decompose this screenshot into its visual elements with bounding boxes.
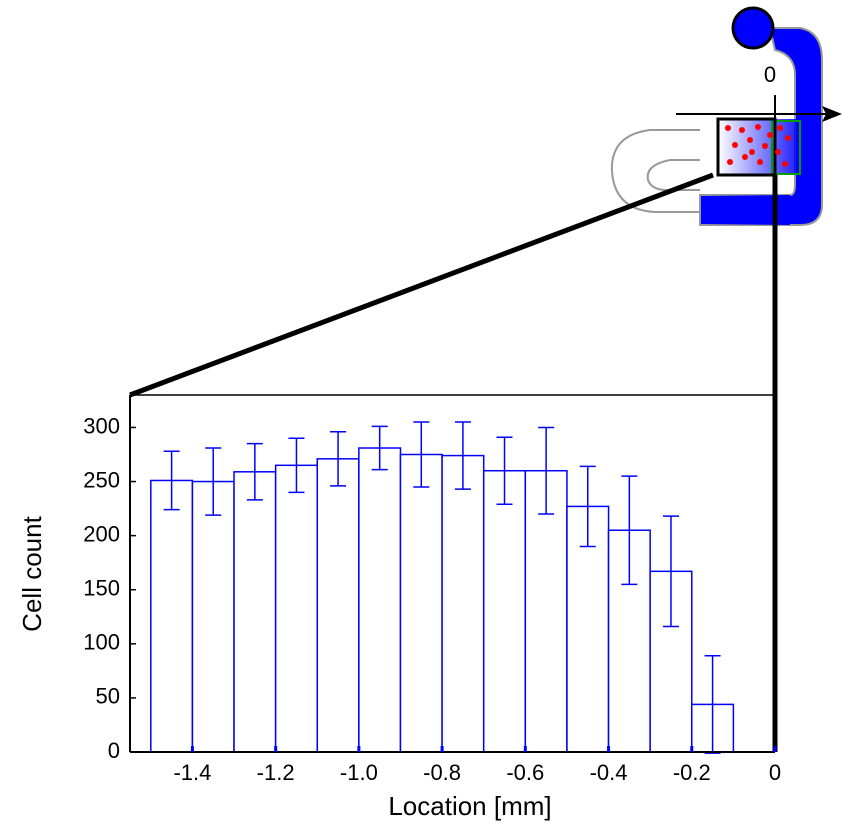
y-tick-label: 100 (83, 630, 120, 655)
y-tick-label: 200 (83, 521, 120, 546)
chamber (716, 117, 777, 177)
y-tick-label: 0 (108, 738, 120, 763)
x-axis-title: Location [mm] (388, 791, 551, 821)
error-bar (413, 421, 430, 488)
plot: 0 50 100 150 200 250 300 -1.4 -1.2 -1.0 -0.8 -0.6 -0… (83, 394, 781, 785)
y-tick-label: 300 (83, 413, 120, 438)
error-bar (704, 654, 721, 754)
bar (191, 480, 235, 753)
bar (316, 458, 360, 753)
error-bar (621, 475, 638, 586)
green-region (771, 120, 801, 175)
error-bar (371, 425, 388, 471)
arrow-head (822, 106, 842, 122)
error-bar (579, 465, 596, 548)
error-bar (538, 426, 555, 515)
x-tick-label: -0.8 (423, 760, 461, 785)
error-bar (288, 437, 305, 494)
x-tick-label: -0.2 (673, 760, 711, 785)
cells (725, 124, 791, 167)
error-bar (205, 447, 222, 516)
bar (399, 453, 443, 753)
zoom-line (129, 172, 714, 398)
error-bar (662, 515, 679, 628)
x-tick-label: -1.0 (340, 760, 378, 785)
channel-outline (610, 129, 700, 213)
bar (482, 469, 527, 753)
x-tick-label: -1.2 (257, 760, 295, 785)
x-tick-label: 0 (769, 760, 781, 785)
bar (274, 464, 319, 753)
error-bar (496, 436, 513, 506)
error-bar (163, 450, 180, 511)
x-tick-label: -1.4 (173, 760, 211, 785)
y-tick-label: 150 (83, 576, 120, 601)
bar (150, 479, 194, 753)
schematic: 0 (129, 6, 842, 752)
y-axis-title: Cell count (17, 515, 47, 631)
y-tick-label: 250 (83, 467, 120, 492)
bar (441, 454, 485, 753)
origin-label: 0 (764, 62, 776, 87)
x-tick-label: -0.4 (590, 760, 628, 785)
x-tick-label: -0.6 (506, 760, 544, 785)
error-bar (330, 431, 347, 487)
channel-inner (646, 159, 700, 192)
error-bar (246, 442, 263, 501)
y-tick-label: 50 (96, 684, 120, 709)
bar (358, 447, 402, 753)
error-bar (454, 421, 471, 490)
bar (233, 471, 277, 753)
inlet (731, 6, 775, 50)
